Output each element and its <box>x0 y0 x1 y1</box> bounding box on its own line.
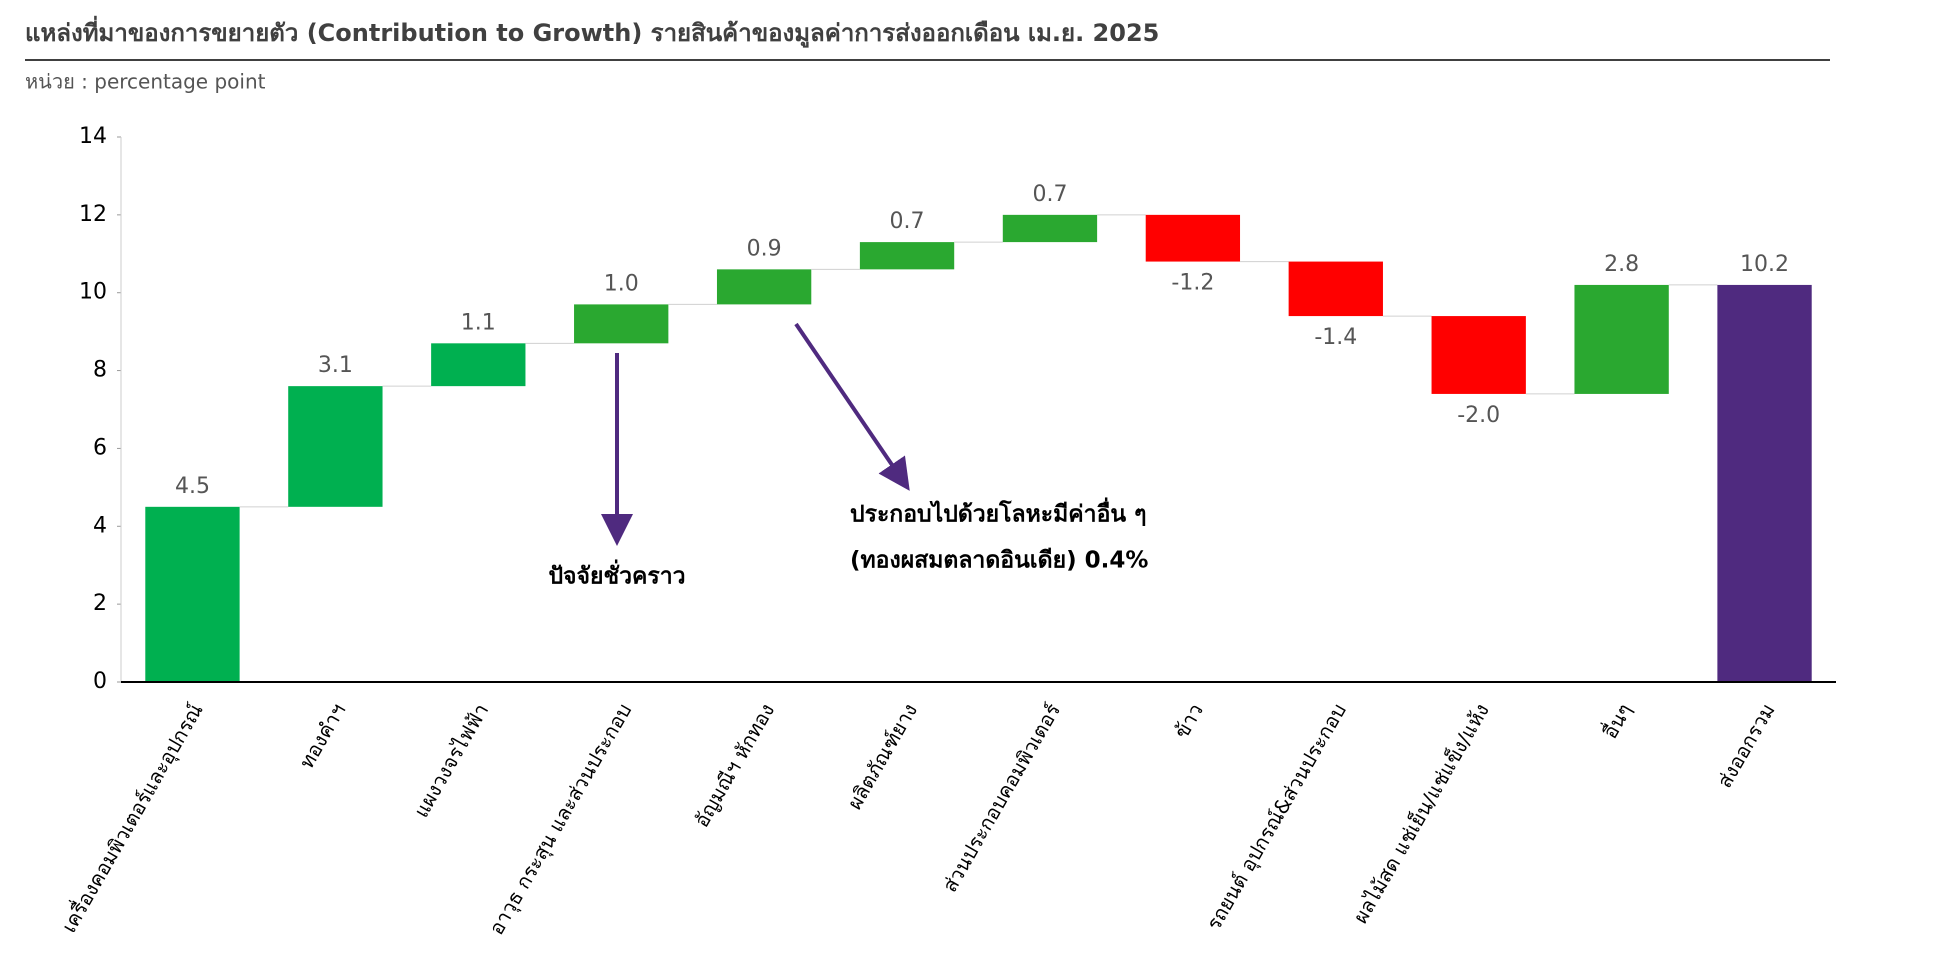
value-label: 3.1 <box>318 353 353 378</box>
x-tick-label: เครื่องคอมพิวเตอร์และอุปกรณ์ <box>55 698 209 937</box>
x-tick-label: ทองคำฯ <box>294 699 350 772</box>
bar <box>859 242 955 270</box>
x-tick-label: รถยนต์ อุปกรณ์&ส่วนประกอบ <box>1201 699 1351 934</box>
x-tick-label: ผลไม้สด แช่เย็น/แช่แข็ง/แห้ง <box>1347 699 1493 928</box>
bar <box>574 304 669 344</box>
x-tick-label: อัญมณีฯ หักทอง <box>689 699 779 831</box>
value-label: -1.2 <box>1171 271 1214 296</box>
bar <box>145 506 240 682</box>
bar <box>1431 316 1526 394</box>
annotation-arrow <box>794 322 910 491</box>
x-tick-label: ส่งออกรวม <box>1712 699 1779 792</box>
y-tick-label: 14 <box>79 124 107 149</box>
chart-title: แหล่งที่มาของการขยายตัว (Contribution to… <box>25 15 1159 48</box>
value-label: 0.9 <box>747 236 782 261</box>
bar <box>431 343 526 387</box>
bar <box>1002 214 1098 243</box>
bar <box>716 269 812 305</box>
value-label: -2.0 <box>1457 403 1500 428</box>
x-tick-label: แผงวงจรไฟฟ้า <box>409 699 494 821</box>
annotation: (ทองผสมตลาดอินเดีย) 0.4% <box>850 548 1148 574</box>
annotation: ปัจจัยชั่วคราว <box>548 559 685 590</box>
subtitle: หน่วย : percentage point <box>25 70 266 94</box>
y-tick-label: 4 <box>93 513 107 538</box>
value-label: 0.7 <box>890 209 925 234</box>
x-tick-label: ผลิตภัณฑ์ยาง <box>842 699 922 813</box>
y-tick-label: 10 <box>79 280 107 305</box>
y-tick-label: 12 <box>79 202 107 227</box>
bar <box>288 386 383 507</box>
bar <box>1574 284 1669 394</box>
y-tick-label: 2 <box>93 591 107 616</box>
value-label: 1.0 <box>604 271 639 296</box>
bar <box>1717 284 1812 682</box>
value-label: 4.5 <box>175 474 210 499</box>
y-tick-label: 8 <box>93 358 107 383</box>
x-tick-label: ส่วนประกอบคอมพิวเตอร์ <box>937 699 1065 896</box>
bar <box>1145 214 1241 262</box>
x-tick-label: ข้าว <box>1169 699 1208 742</box>
value-label: 1.1 <box>461 310 496 335</box>
value-label: 0.7 <box>1032 182 1067 207</box>
annotation: ประกอบไปด้วยโลหะมีค่าอื่น ๆ <box>850 497 1146 528</box>
bar <box>1288 261 1383 317</box>
x-tick-label: อื่นๆ <box>1596 698 1637 743</box>
y-tick-label: 0 <box>93 669 107 694</box>
y-tick-label: 6 <box>93 435 107 460</box>
value-label: -1.4 <box>1314 325 1357 350</box>
x-tick-label: อาวุธ กระสุน และส่วนประกอบ <box>484 699 637 939</box>
value-label: 2.8 <box>1604 252 1639 277</box>
value-label: 10.2 <box>1740 252 1789 277</box>
